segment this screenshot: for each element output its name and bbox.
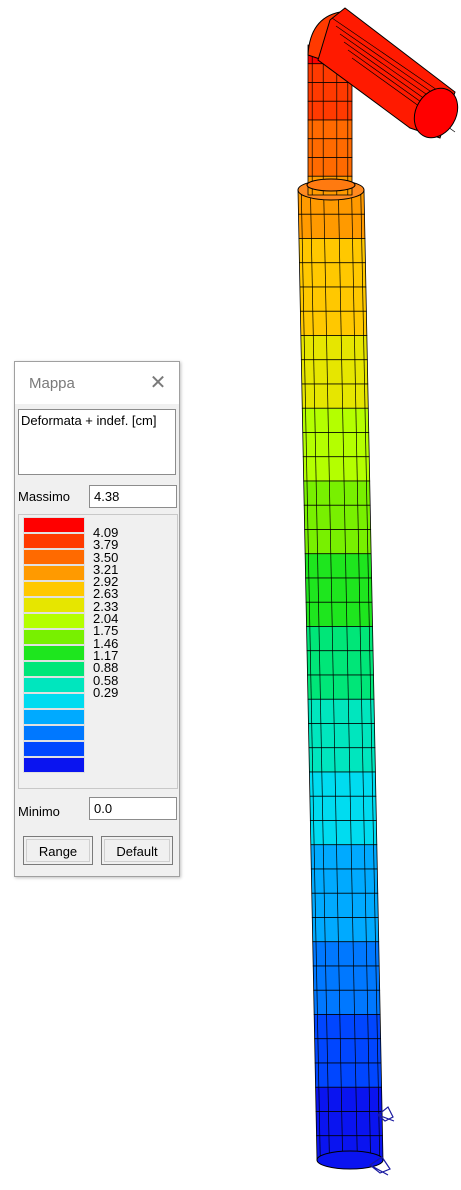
legend-tick-label: 4.09	[93, 525, 119, 540]
pipe-segment	[306, 650, 374, 676]
pipe-segment	[299, 310, 368, 336]
legend-swatches	[23, 517, 87, 773]
min-label: Minimo	[18, 804, 60, 819]
legend-tick-label: 1.46	[93, 635, 119, 651]
pipe-segment	[315, 1111, 383, 1137]
legend-swatch	[23, 613, 85, 629]
legend-swatch	[23, 677, 85, 693]
pipe-segment	[314, 1062, 382, 1088]
window-title: Mappa	[29, 375, 75, 392]
pipe-arm-end-cap	[413, 87, 459, 139]
legend-tick-label: 3.50	[93, 549, 119, 565]
upper-pipe-collar	[306, 178, 356, 192]
legend-tick-label: 0.58	[93, 672, 119, 688]
pipe-segment	[315, 1086, 383, 1112]
pipe-segment	[300, 335, 368, 361]
pipe-segment	[309, 795, 377, 821]
pipe-segment	[302, 456, 371, 482]
legend-swatch	[23, 581, 85, 597]
pipe-segment	[299, 286, 367, 312]
pipe-segment	[304, 529, 372, 555]
pipe-segment	[299, 262, 367, 288]
legend-swatch	[23, 661, 85, 677]
pipe-segment	[311, 892, 379, 918]
legend-tick-label: 3.21	[93, 561, 119, 577]
support-symbol-upper	[377, 1106, 395, 1122]
color-legend: 4.09 3.79 3.50 3.21 2.92 2.63 2.33 2.04 1.75 1.46…	[18, 514, 178, 789]
upper-pipe-segment	[307, 100, 353, 121]
pipe-segment	[310, 868, 379, 894]
legend-tick-label: 2.33	[93, 598, 119, 614]
legend-tick-label: 3.79	[93, 537, 119, 553]
pipe-segment	[300, 359, 369, 385]
pipe-segment	[298, 238, 366, 264]
legend-swatch	[23, 709, 85, 725]
pipe-segment	[311, 917, 380, 943]
pipe-segment	[301, 383, 369, 409]
legend-swatch	[23, 517, 85, 533]
max-value-field[interactable]: 4.38	[89, 485, 177, 508]
upper-pipe-segment	[307, 119, 353, 140]
upper-pipe-segment	[307, 138, 353, 158]
legend-swatch	[23, 533, 85, 549]
pipe-segment	[309, 820, 378, 846]
pipe-segment	[310, 844, 378, 870]
range-button[interactable]: Range	[23, 836, 93, 865]
pipe-segment	[313, 1014, 382, 1040]
default-button[interactable]: Default	[101, 836, 173, 865]
legend-swatch	[23, 741, 85, 757]
pipe-segment	[298, 213, 366, 239]
map-description-box: Deformata + indef. [cm]	[18, 409, 176, 475]
close-icon[interactable]: ✕	[149, 372, 167, 394]
default-button-label: Default	[104, 839, 170, 862]
support-symbol-lower	[368, 1156, 391, 1176]
legend-swatch	[23, 565, 85, 581]
upper-pipe-segment	[307, 157, 353, 177]
legend-swatch	[23, 693, 85, 709]
legend-swatch	[23, 645, 85, 661]
legend-swatch	[23, 597, 85, 613]
legend-tick-label: 1.17	[93, 647, 119, 663]
pipe-segment	[306, 626, 374, 652]
pipe-segment	[312, 965, 381, 991]
pipe-arm-strip-line	[335, 25, 444, 101]
legend-tick-label: 0.29	[93, 684, 119, 700]
pipe-column	[297, 189, 384, 1161]
window-titlebar[interactable]: Mappa ✕	[15, 362, 179, 404]
legend-swatch	[23, 725, 85, 741]
pipe-segment	[303, 480, 371, 506]
mappa-palette-window[interactable]: Mappa ✕ Deformata + indef. [cm] Massimo …	[14, 361, 180, 877]
pipe-segment	[307, 674, 375, 700]
pipe-segment	[313, 989, 381, 1015]
legend-tick-label: 2.92	[93, 574, 119, 590]
pipe-segment	[305, 577, 373, 603]
pipe-arm-strip-line	[331, 17, 441, 93]
pipe-segment	[314, 1038, 382, 1064]
min-value-field[interactable]: 0.0	[89, 797, 177, 820]
legend-tick-label: 2.04	[93, 611, 119, 627]
range-button-label: Range	[26, 839, 90, 862]
legend-tick-labels: 4.09 3.79 3.50 3.21 2.92 2.63 2.33 2.04 1.75 1.46…	[93, 525, 119, 700]
pipe-segment	[308, 747, 376, 773]
legend-tick-label: 2.63	[93, 586, 119, 602]
legend-tick-label: 1.75	[93, 623, 119, 639]
pipe-segment	[307, 698, 375, 724]
pipe-segment	[305, 601, 373, 627]
legend-tick-label: 0.88	[93, 660, 119, 676]
upper-pipe-segment	[307, 82, 353, 102]
legend-swatch	[23, 629, 85, 645]
legend-swatch	[23, 549, 85, 565]
pipe-bottom-cap	[316, 1150, 384, 1170]
pipe-segment	[308, 723, 376, 749]
pipe-segment	[303, 504, 372, 530]
pipe-segment	[304, 553, 373, 579]
pipe-segment	[312, 941, 380, 967]
pipe-segment	[301, 407, 370, 433]
pipe-segment	[308, 771, 377, 797]
max-label: Massimo	[18, 489, 71, 504]
legend-swatch	[23, 757, 85, 773]
pipe-segment	[302, 432, 370, 458]
